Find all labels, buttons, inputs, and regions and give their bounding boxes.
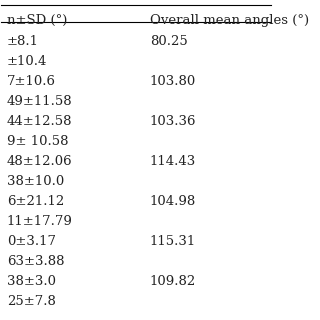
Text: ±10.4: ±10.4: [7, 55, 47, 68]
Text: 9± 10.58: 9± 10.58: [7, 135, 68, 148]
Text: 109.82: 109.82: [150, 275, 196, 287]
Text: 25±7.8: 25±7.8: [7, 294, 56, 308]
Text: 0±3.17: 0±3.17: [7, 235, 56, 248]
Text: 115.31: 115.31: [150, 235, 196, 248]
Text: 114.43: 114.43: [150, 155, 196, 168]
Text: 11±17.79: 11±17.79: [7, 215, 73, 228]
Text: 104.98: 104.98: [150, 195, 196, 208]
Text: 63±3.88: 63±3.88: [7, 254, 64, 268]
Text: ±8.1: ±8.1: [7, 35, 39, 48]
Text: Overall mean angles (°): Overall mean angles (°): [150, 14, 309, 27]
Text: 38±10.0: 38±10.0: [7, 175, 64, 188]
Text: 44±12.58: 44±12.58: [7, 115, 72, 128]
Text: 38±3.0: 38±3.0: [7, 275, 56, 287]
Text: 103.36: 103.36: [150, 115, 196, 128]
Text: 103.80: 103.80: [150, 75, 196, 88]
Text: 80.25: 80.25: [150, 35, 188, 48]
Text: 48±12.06: 48±12.06: [7, 155, 72, 168]
Text: 6±21.12: 6±21.12: [7, 195, 64, 208]
Text: 7±10.6: 7±10.6: [7, 75, 56, 88]
Text: n±SD (°): n±SD (°): [7, 14, 67, 27]
Text: 49±11.58: 49±11.58: [7, 95, 72, 108]
